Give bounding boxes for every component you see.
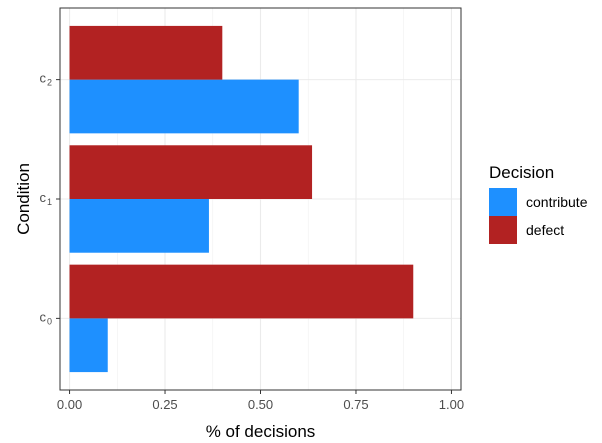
y-tick-label-sub: 2 [47,78,52,88]
legend-label-defect: defect [526,222,564,238]
legend-title: Decision [489,163,554,182]
legend-items: contribute defect [489,188,588,244]
x-axis-title: % of decisions [206,422,316,441]
y-tick-label: 1c [40,190,53,207]
x-tick-label: 0.25 [152,397,177,412]
x-tick-label: 0.75 [343,397,368,412]
y-tick-label: 2c [40,71,53,88]
y-tick-label: 0c [40,309,53,326]
x-tick-label: 1.00 [439,397,464,412]
x-axis: 0.00 0.25 0.50 0.75 1.00 [57,390,464,412]
bar-contribute-c1 [69,199,209,253]
y-tick-label-main: c [40,309,47,324]
bar-defect-c2 [69,25,223,80]
y-tick-label-main: c [40,71,47,86]
y-tick-label-sub: 1 [47,197,52,207]
legend-key-contribute [489,188,517,216]
legend-label-contribute: contribute [526,194,588,210]
legend: Decision contribute defect [489,163,588,244]
x-tick-label: 0.50 [248,397,273,412]
y-axis-title: Condition [14,163,33,235]
bars-layer [69,25,414,373]
bar-defect-c1 [69,145,313,199]
y-tick-label-sub: 0 [47,316,52,326]
bar-defect-c0 [69,264,414,319]
x-tick-label: 0.00 [57,397,82,412]
y-tick-label-main: c [40,190,47,205]
legend-key-defect [489,216,517,244]
bar-contribute-c2 [69,79,299,134]
bar-contribute-c0 [69,318,108,373]
